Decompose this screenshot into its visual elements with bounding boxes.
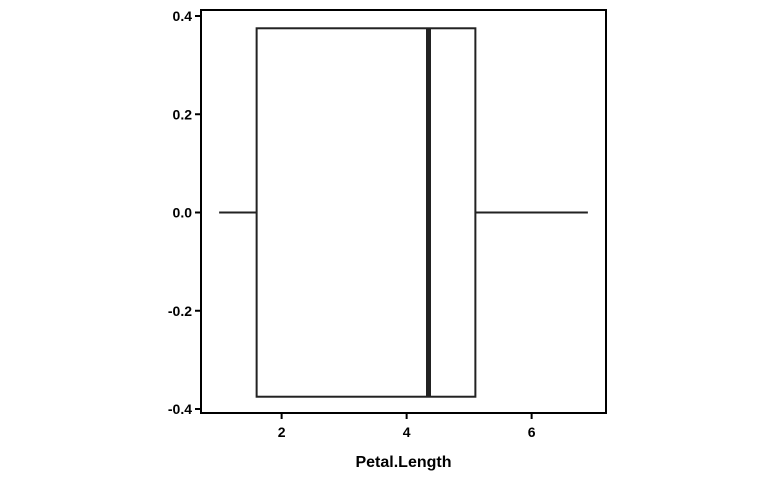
y-tick-label: -0.2 (168, 303, 192, 319)
y-tick-label: 0.2 (173, 106, 193, 122)
x-tick-label: 6 (528, 424, 536, 440)
x-axis-title: Petal.Length (355, 454, 451, 471)
y-tick-label: -0.4 (168, 401, 192, 417)
y-tick-label: 0.4 (173, 8, 193, 24)
x-tick-label: 2 (278, 424, 286, 440)
boxplot-elements (219, 28, 588, 396)
x-axis-ticks: 2 4 6 (278, 413, 536, 440)
iqr-box (257, 28, 476, 396)
x-tick-label: 4 (403, 424, 411, 440)
y-tick-label: 0.0 (173, 205, 193, 221)
y-axis-ticks: -0.4 -0.2 0.0 0.2 0.4 (168, 8, 201, 417)
